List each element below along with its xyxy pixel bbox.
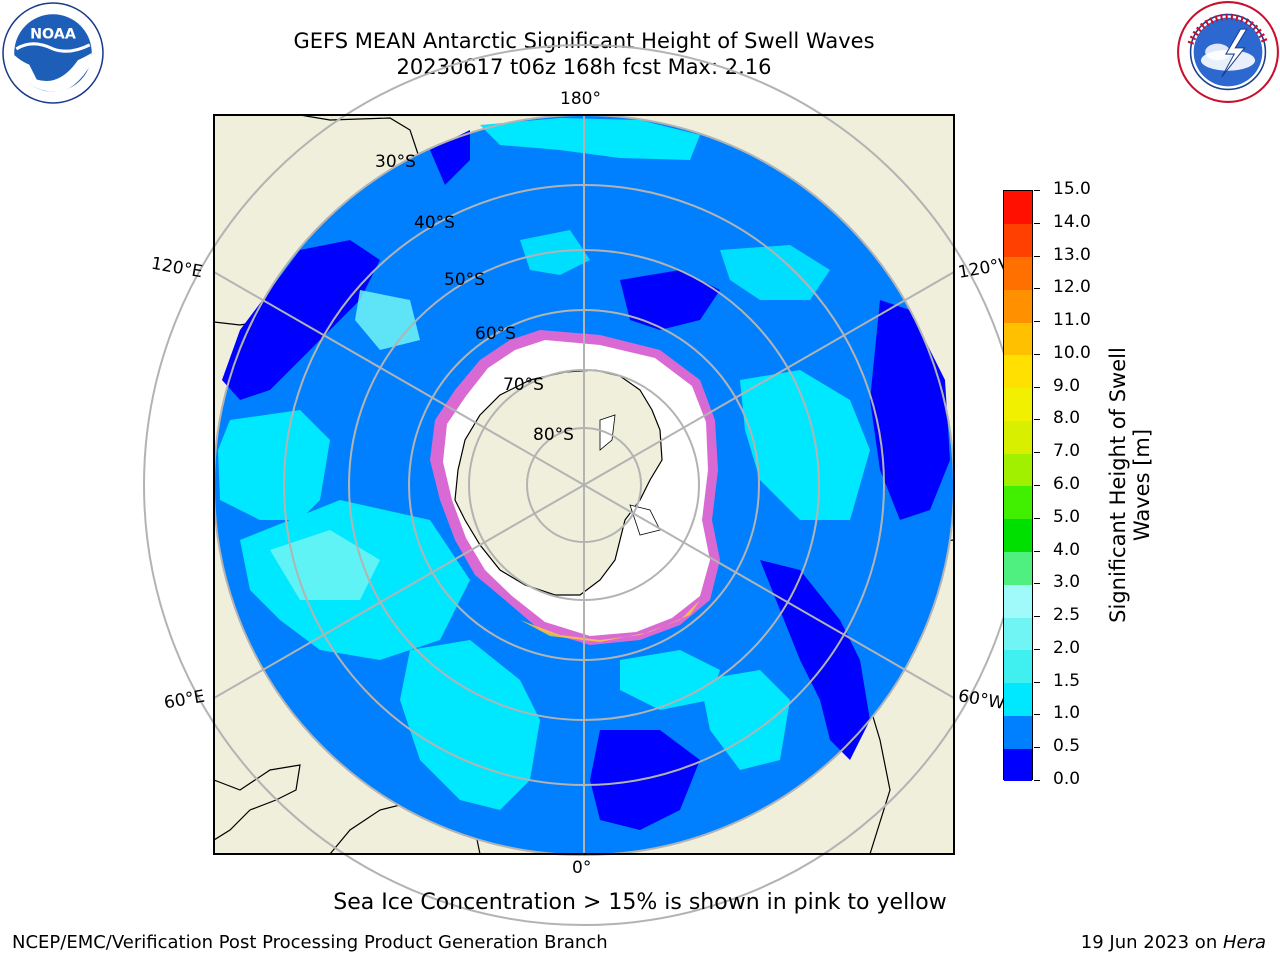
colorbar-segment [1004, 617, 1032, 651]
colorbar [1003, 190, 1033, 782]
colorbar-tick-label: 13.0 [1053, 244, 1091, 265]
colorbar-tick-label: 10.0 [1053, 342, 1091, 363]
colorbar-segment [1004, 289, 1032, 323]
colorbar-tick-mark [1034, 747, 1040, 749]
colorbar-segment [1004, 551, 1032, 585]
colorbar-tick-mark [1034, 681, 1040, 683]
credit-text: NCEP/EMC/Verification Post Processing Pr… [12, 932, 608, 953]
colorbar-tick-mark [1034, 616, 1040, 618]
colorbar-tick-label: 2.0 [1053, 637, 1081, 658]
colorbar-tick-label: 4.0 [1053, 539, 1081, 560]
nws-logo [1177, 1, 1279, 103]
colorbar-tick-label: 14.0 [1053, 211, 1091, 232]
lat-label-80s: 80°S [533, 425, 574, 445]
colorbar-segment [1004, 649, 1032, 684]
colorbar-segment [1004, 420, 1032, 454]
colorbar-segment [1004, 682, 1032, 716]
colorbar-tick-mark [1034, 550, 1040, 552]
lon-label-0: 0° [572, 858, 592, 878]
noaa-logo: NOAA [2, 2, 104, 104]
colorbar-segment [1004, 584, 1032, 618]
colorbar-tick-mark [1034, 714, 1040, 716]
colorbar-segment [1004, 518, 1032, 553]
colorbar-segment [1004, 223, 1032, 258]
colorbar-segment [1004, 322, 1032, 356]
colorbar-segment [1004, 486, 1032, 520]
colorbar-segment [1004, 715, 1032, 749]
colorbar-tick-label: 0.0 [1053, 769, 1081, 789]
date-text: 19 Jun 2023 on Hera [1081, 932, 1266, 953]
colorbar-tick-label: 9.0 [1053, 375, 1081, 396]
colorbar-tick-mark [1034, 222, 1040, 224]
lat-label-50s: 50°S [444, 270, 485, 290]
lat-label-60s: 60°S [475, 324, 516, 344]
chart-title: GEFS MEAN Antarctic Significant Height o… [293, 29, 875, 53]
meridians [214, 115, 954, 854]
colorbar-tick-label: 6.0 [1053, 474, 1081, 494]
madagascar-land [214, 764, 301, 841]
colorbar-tick-mark [1034, 288, 1040, 290]
colorbar-tick-label: 1.5 [1053, 670, 1081, 691]
colorbar-tick-mark [1034, 648, 1040, 650]
colorbar-tick-mark [1034, 780, 1040, 781]
lat-label-40s: 40°S [414, 213, 455, 233]
colorbar-segment [1004, 354, 1032, 389]
machine-name: Hera [1222, 932, 1266, 953]
colorbar-tick-mark [1034, 386, 1040, 388]
colorbar-tick-mark [1034, 255, 1040, 257]
colorbar-tick-label: 3.0 [1053, 572, 1081, 593]
colorbar-tick-mark [1034, 583, 1040, 585]
chart-subtitle: 20230617 t06z 168h fcst Max: 2.16 [396, 55, 772, 79]
colorbar-tick-label: 15.0 [1053, 179, 1091, 199]
colorbar-tick-mark [1034, 321, 1040, 323]
colorbar-segment [1004, 191, 1032, 225]
date-value: 19 Jun 2023 on [1080, 932, 1223, 953]
colorbar-tick-label: 12.0 [1053, 277, 1091, 298]
colorbar-tick-mark [1034, 452, 1040, 454]
colorbar-segment [1004, 748, 1032, 782]
colorbar-segment [1004, 387, 1032, 421]
colorbar-tick-label: 8.0 [1053, 408, 1081, 429]
sea-ice-footnote: Sea Ice Concentration > 15% is shown in … [333, 890, 947, 915]
colorbar-tick-label: 0.5 [1053, 736, 1081, 757]
colorbar-tick-mark [1034, 419, 1040, 421]
colorbar-tick-label: 5.0 [1053, 506, 1081, 527]
colorbar-tick-mark [1034, 353, 1040, 355]
lat-label-30s: 30°S [375, 152, 416, 172]
lat-label-70s: 70°S [503, 375, 544, 395]
colorbar-tick-label: 7.0 [1053, 441, 1081, 462]
colorbar-label: Significant Height of Swell Waves [m] [1106, 347, 1154, 623]
noaa-logo-text: NOAA [30, 27, 76, 43]
lon-label-180: 180° [560, 89, 601, 109]
colorbar-tick-label: 11.0 [1053, 310, 1091, 331]
colorbar-segment [1004, 453, 1032, 487]
colorbar-tick-mark [1034, 190, 1040, 191]
colorbar-tick-label: 2.5 [1053, 605, 1081, 626]
map-frame [213, 114, 955, 855]
colorbar-tick-mark [1034, 517, 1040, 519]
colorbar-tick-label: 1.0 [1053, 703, 1081, 724]
colorbar-segment [1004, 256, 1032, 290]
colorbar-tick-mark [1034, 485, 1040, 486]
